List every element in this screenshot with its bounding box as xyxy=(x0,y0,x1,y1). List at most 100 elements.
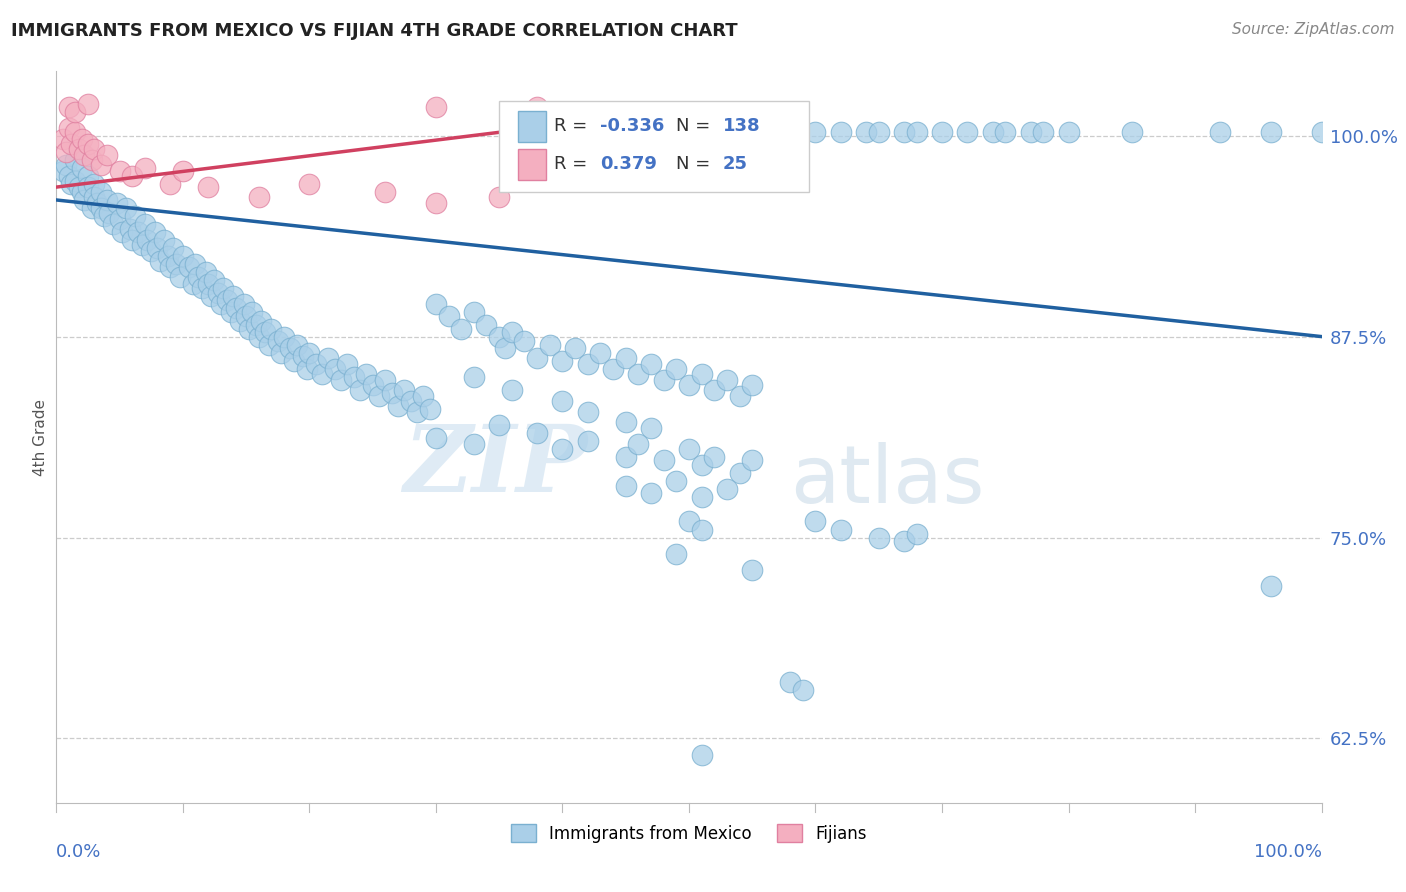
Point xyxy=(361,377,384,392)
Point xyxy=(323,361,346,376)
Point xyxy=(526,100,548,114)
Point xyxy=(83,177,105,191)
Point xyxy=(488,329,510,343)
Point xyxy=(425,100,447,114)
Point xyxy=(318,351,340,365)
Point xyxy=(177,260,201,275)
Point xyxy=(868,125,890,139)
Point xyxy=(419,401,441,416)
Point xyxy=(336,357,359,371)
Point xyxy=(380,385,402,400)
Point xyxy=(260,321,283,335)
Point xyxy=(931,125,953,139)
Point xyxy=(143,225,166,239)
Point xyxy=(134,161,156,175)
Point xyxy=(76,169,98,183)
Point xyxy=(134,217,156,231)
Point xyxy=(187,270,209,285)
Text: N =: N = xyxy=(676,155,716,173)
Point xyxy=(551,442,574,457)
Point xyxy=(111,225,134,239)
Point xyxy=(65,125,87,139)
Point xyxy=(779,125,801,139)
Point xyxy=(741,377,763,392)
Point xyxy=(374,373,396,387)
Point xyxy=(1057,125,1080,139)
Point xyxy=(437,309,460,323)
Point xyxy=(266,334,290,349)
Point xyxy=(538,337,561,351)
Point xyxy=(463,437,485,451)
Point xyxy=(614,351,637,365)
Point xyxy=(169,270,191,285)
Point xyxy=(149,254,172,268)
Point xyxy=(58,169,80,183)
Text: ZIP: ZIP xyxy=(404,421,588,511)
Point xyxy=(253,325,276,339)
Point xyxy=(792,683,814,698)
Point xyxy=(576,125,599,139)
Point xyxy=(526,351,548,365)
Point xyxy=(76,180,98,194)
Point xyxy=(905,125,928,139)
Point xyxy=(283,353,305,368)
Point xyxy=(488,190,510,204)
Point xyxy=(184,257,207,271)
Point xyxy=(55,158,77,172)
Point xyxy=(58,120,80,135)
Point xyxy=(652,125,675,139)
Point xyxy=(194,265,217,279)
Text: 25: 25 xyxy=(723,155,748,173)
Point xyxy=(131,238,153,252)
Point xyxy=(114,201,138,215)
Point xyxy=(247,190,270,204)
Point xyxy=(121,233,143,247)
Point xyxy=(153,233,174,247)
Text: -0.336: -0.336 xyxy=(600,117,665,136)
Point xyxy=(830,523,852,537)
Point xyxy=(146,241,169,255)
Point xyxy=(141,244,162,259)
Point xyxy=(678,442,700,457)
Point xyxy=(475,318,498,333)
Point xyxy=(1209,125,1232,139)
Point xyxy=(70,132,93,146)
Point xyxy=(1310,125,1333,139)
Point xyxy=(501,383,523,397)
Text: atlas: atlas xyxy=(790,442,984,520)
Point xyxy=(551,393,574,408)
Point xyxy=(65,104,87,119)
Point xyxy=(956,125,979,139)
Point xyxy=(250,313,273,327)
Point xyxy=(70,185,93,199)
Point xyxy=(70,161,93,175)
Point xyxy=(55,145,77,159)
Point xyxy=(868,531,890,545)
Point xyxy=(311,367,333,381)
Point xyxy=(96,193,118,207)
Point xyxy=(678,125,700,139)
Point xyxy=(228,313,250,327)
Point xyxy=(200,289,222,303)
Point xyxy=(52,164,75,178)
Point xyxy=(589,345,612,359)
Point xyxy=(329,373,352,387)
Point xyxy=(855,125,877,139)
Point xyxy=(118,222,141,236)
Point xyxy=(690,523,713,537)
Point xyxy=(238,321,260,335)
Point xyxy=(614,479,637,493)
Point xyxy=(217,293,239,307)
Point xyxy=(665,475,688,489)
Point xyxy=(222,289,245,303)
Point xyxy=(526,425,548,440)
Point xyxy=(463,369,485,384)
Point xyxy=(197,277,219,291)
Point xyxy=(1260,579,1282,593)
FancyBboxPatch shape xyxy=(499,101,810,192)
Point xyxy=(159,177,181,191)
Point xyxy=(298,345,321,359)
Point xyxy=(103,217,124,231)
Point xyxy=(779,675,801,690)
Point xyxy=(108,212,131,227)
